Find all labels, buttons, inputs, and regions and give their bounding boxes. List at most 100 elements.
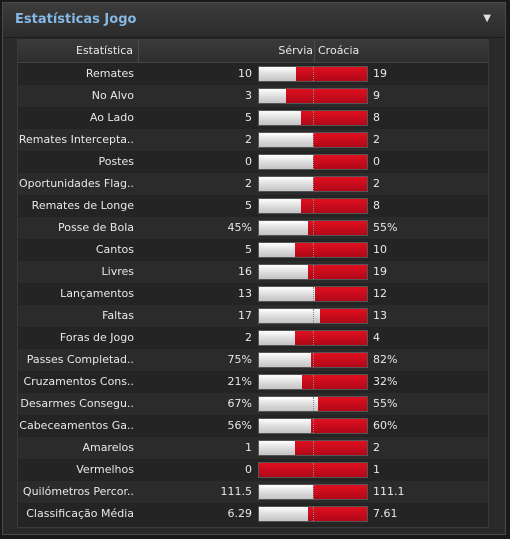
bar-center-line	[313, 221, 314, 235]
header-stat-label[interactable]: Estatística	[76, 44, 133, 57]
header-team-b[interactable]: Croácia	[318, 44, 360, 57]
team-b-value: 2	[373, 441, 380, 454]
team-a-bar-fill	[259, 507, 308, 521]
team-a-value: 6.29	[227, 507, 253, 520]
stat-label: Vermelhos	[76, 463, 134, 476]
table-row: Vermelhos 0 1	[18, 459, 488, 481]
table-row: Oportunidades Flag.. 2 2	[18, 173, 488, 195]
bar-center-line	[313, 507, 314, 521]
stat-label: Desarmes Consegu..	[20, 397, 134, 410]
team-a-bar-fill	[259, 89, 286, 103]
team-a-bar-fill	[259, 331, 295, 345]
team-a-value: 21%	[227, 375, 252, 388]
table-row: Passes Completad.. 75% 82%	[18, 349, 488, 371]
team-a-value: 67%	[227, 397, 252, 410]
stat-label: Ao Lado	[89, 111, 134, 124]
stat-label: Cruzamentos Cons..	[23, 375, 134, 388]
table-row: Cantos 5 10	[18, 239, 488, 261]
bar-center-line	[313, 67, 314, 81]
stat-label: Remates	[85, 67, 134, 80]
team-a-bar-fill	[259, 199, 301, 213]
panel-titlebar: Estatísticas Jogo ▼	[3, 3, 505, 38]
table-row: Amarelos 1 2	[18, 437, 488, 459]
stat-label: Postes	[98, 155, 134, 168]
stat-label: Remates Intercepta..	[18, 133, 134, 146]
team-a-value: 56%	[227, 419, 252, 432]
team-a-bar-fill	[259, 309, 320, 323]
team-a-bar-fill	[259, 485, 313, 499]
team-a-bar-fill	[259, 111, 301, 125]
stat-label: Remates de Longe	[31, 199, 134, 212]
team-a-bar-fill	[259, 419, 311, 433]
comparison-bar	[258, 484, 368, 500]
stat-label: Classificação Média	[26, 507, 134, 520]
table-row: Livres 16 19	[18, 261, 488, 283]
stat-label: Passes Completad..	[26, 353, 134, 366]
team-b-value: 9	[373, 89, 380, 102]
bar-center-line	[313, 133, 314, 147]
comparison-bar	[258, 330, 368, 346]
team-a-bar-fill	[259, 155, 313, 169]
team-a-bar-fill	[259, 375, 302, 389]
stats-table: Estatística Sérvia Croácia Remates 10 19 No…	[17, 39, 489, 528]
team-a-value: 13	[238, 287, 252, 300]
table-row: Cruzamentos Cons.. 21% 32%	[18, 371, 488, 393]
table-row: Ao Lado 5 8	[18, 107, 488, 129]
team-b-value: 2	[373, 177, 380, 190]
table-row: No Alvo 3 9	[18, 85, 488, 107]
team-a-bar-fill	[259, 441, 295, 455]
team-a-bar-fill	[259, 287, 315, 301]
stat-label: Livres	[101, 265, 134, 278]
team-b-value: 19	[373, 67, 387, 80]
stat-label: Cantos	[95, 243, 134, 256]
team-a-bar-fill	[259, 353, 311, 367]
bar-center-line	[313, 287, 314, 301]
bar-center-line	[313, 485, 314, 499]
panel-title: Estatísticas Jogo	[15, 12, 137, 27]
bar-center-line	[313, 111, 314, 125]
team-b-value: 10	[373, 243, 387, 256]
comparison-bar	[258, 242, 368, 258]
comparison-bar	[258, 374, 368, 390]
bar-center-line	[313, 265, 314, 279]
team-a-bar-fill	[259, 243, 295, 257]
bar-center-line	[313, 199, 314, 213]
team-a-value: 3	[245, 89, 252, 102]
comparison-bar	[258, 66, 368, 82]
stat-label: Oportunidades Flag..	[18, 177, 134, 190]
bar-center-line	[313, 309, 314, 323]
table-header: Estatística Sérvia Croácia	[18, 40, 488, 63]
team-b-value: 8	[373, 199, 380, 212]
bar-center-line	[313, 419, 314, 433]
stat-label: Faltas	[102, 309, 134, 322]
table-row: Remates de Longe 5 8	[18, 195, 488, 217]
team-a-value: 2	[245, 177, 252, 190]
team-b-value: 111.1	[373, 485, 405, 498]
team-a-bar-fill	[259, 397, 318, 411]
comparison-bar	[258, 110, 368, 126]
header-team-a[interactable]: Sérvia	[278, 44, 313, 57]
team-a-bar-fill	[259, 177, 313, 191]
table-row: Faltas 17 13	[18, 305, 488, 327]
team-a-value: 2	[245, 133, 252, 146]
team-a-value: 0	[245, 463, 252, 476]
team-b-value: 1	[373, 463, 380, 476]
table-row: Posse de Bola 45% 55%	[18, 217, 488, 239]
table-row: Remates 10 19	[18, 63, 488, 85]
table-row: Foras de Jogo 2 4	[18, 327, 488, 349]
team-a-value: 16	[238, 265, 252, 278]
team-b-value: 12	[373, 287, 387, 300]
team-a-value: 17	[238, 309, 252, 322]
triangle-down-icon[interactable]: ▼	[483, 13, 491, 24]
table-row: Lançamentos 13 12	[18, 283, 488, 305]
comparison-bar	[258, 154, 368, 170]
table-row: Quilómetros Percor.. 111.5 111.1	[18, 481, 488, 503]
table-row: Remates Intercepta.. 2 2	[18, 129, 488, 151]
bar-center-line	[313, 397, 314, 411]
team-b-value: 55%	[373, 397, 398, 410]
comparison-bar	[258, 352, 368, 368]
bar-center-line	[313, 243, 314, 257]
bar-center-line	[313, 375, 314, 389]
bar-center-line	[313, 89, 314, 103]
team-b-value: 8	[373, 111, 380, 124]
